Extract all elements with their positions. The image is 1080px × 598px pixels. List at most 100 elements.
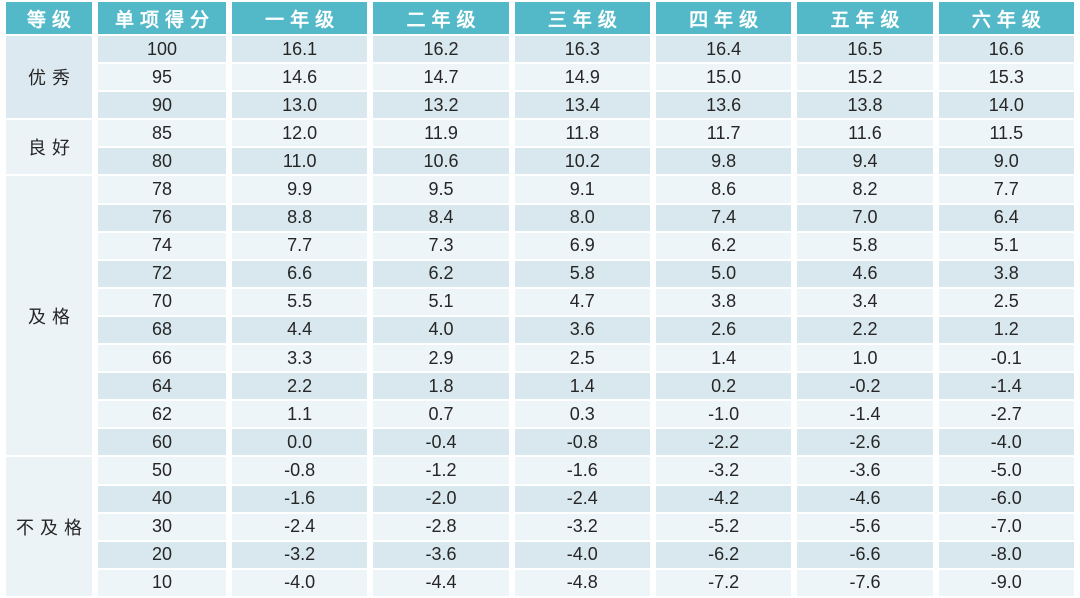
value-cell: 2.2: [232, 373, 368, 400]
value-cell: 9.5: [373, 176, 509, 203]
value-cell: 6.2: [373, 260, 509, 287]
value-cell: -9.0: [938, 569, 1074, 596]
table-row: 64 2.2 1.8 1.4 0.2 -0.2 -1.4: [6, 373, 1074, 400]
value-cell: 2.2: [797, 316, 933, 344]
value-cell: -4.0: [514, 541, 650, 568]
value-cell: 2.9: [373, 345, 509, 372]
table-body: 优秀 100 16.1 16.2 16.3 16.4 16.5 16.6 95 14.6 14.7 1…: [6, 36, 1074, 596]
value-cell: 5.8: [514, 260, 650, 287]
value-cell: 7.7: [232, 232, 368, 259]
value-cell: -0.1: [938, 345, 1074, 372]
value-cell: 11.6: [797, 120, 933, 147]
value-cell: 4.4: [232, 316, 368, 344]
score-cell: 50: [98, 457, 226, 484]
value-cell: 11.9: [373, 120, 509, 147]
value-cell: 12.0: [232, 120, 368, 147]
score-cell: 40: [98, 485, 226, 512]
value-cell: 16.3: [514, 36, 650, 63]
value-cell: 15.3: [938, 64, 1074, 91]
value-cell: -6.6: [797, 541, 933, 568]
value-cell: 3.8: [655, 288, 792, 315]
value-cell: 15.2: [797, 64, 933, 91]
table-row: 70 5.5 5.1 4.7 3.8 3.4 2.5: [6, 288, 1074, 315]
value-cell: 1.8: [373, 373, 509, 400]
value-cell: 11.5: [938, 120, 1074, 147]
value-cell: 14.6: [232, 64, 368, 91]
value-cell: -2.8: [373, 513, 509, 540]
value-cell: -1.6: [514, 457, 650, 484]
score-cell: 95: [98, 64, 226, 91]
grade-group-cell: 不及格: [6, 457, 92, 596]
value-cell: 0.2: [655, 373, 792, 400]
column-header-3: 二年级: [373, 2, 509, 34]
value-cell: 14.0: [938, 92, 1074, 119]
value-cell: -2.6: [797, 429, 933, 456]
value-cell: 4.0: [373, 316, 509, 344]
value-cell: 16.4: [655, 36, 792, 63]
value-cell: 8.8: [232, 204, 368, 231]
grade-group-cell: 优秀: [6, 36, 92, 119]
value-cell: 14.7: [373, 64, 509, 91]
grade-group-cell: 及格: [6, 176, 92, 456]
value-cell: 9.8: [655, 148, 792, 175]
value-cell: -5.0: [938, 457, 1074, 484]
grade-group-cell: 良好: [6, 120, 92, 175]
table-row: 72 6.6 6.2 5.8 5.0 4.6 3.8: [6, 260, 1074, 287]
value-cell: -5.2: [655, 513, 792, 540]
value-cell: -3.6: [797, 457, 933, 484]
value-cell: 5.1: [373, 288, 509, 315]
value-cell: 1.0: [797, 345, 933, 372]
column-header-4: 三年级: [514, 2, 650, 34]
table-row: 30 -2.4 -2.8 -3.2 -5.2 -5.6 -7.0: [6, 513, 1074, 540]
value-cell: -0.4: [373, 429, 509, 456]
table-header: 等级 单项得分 一年级 二年级 三年级 四年级 五年级 六年级: [6, 2, 1074, 34]
score-cell: 90: [98, 92, 226, 119]
value-cell: -4.0: [232, 569, 368, 596]
table-row: 不及格 50 -0.8 -1.2 -1.6 -3.2 -3.6 -5.0: [6, 457, 1074, 596]
table-row: 40 -1.6 -2.0 -2.4 -4.2 -4.6 -6.0: [6, 485, 1074, 512]
value-cell: 3.8: [938, 260, 1074, 287]
header-row: 等级 单项得分 一年级 二年级 三年级 四年级 五年级 六年级: [6, 2, 1074, 34]
score-cell: 60: [98, 429, 226, 456]
column-header-5: 四年级: [655, 2, 792, 34]
value-cell: -0.8: [514, 429, 650, 456]
table-row: 66 3.3 2.9 2.5 1.4 1.0 -0.1: [6, 345, 1074, 372]
column-header-1: 单项得分: [98, 2, 226, 34]
score-cell: 100: [98, 36, 226, 63]
value-cell: -3.2: [655, 457, 792, 484]
score-cell: 76: [98, 204, 226, 231]
table-row: 74 7.7 7.3 6.9 6.2 5.8 5.1: [6, 232, 1074, 259]
value-cell: 9.1: [514, 176, 650, 203]
value-cell: 13.0: [232, 92, 368, 119]
value-cell: 8.4: [373, 204, 509, 231]
value-cell: 9.4: [797, 148, 933, 175]
value-cell: 15.0: [655, 64, 792, 91]
table-row: 90 13.0 13.2 13.4 13.6 13.8 14.0: [6, 92, 1074, 119]
value-cell: 5.8: [797, 232, 933, 259]
score-cell: 64: [98, 373, 226, 400]
value-cell: 1.2: [938, 316, 1074, 344]
value-cell: -0.2: [797, 373, 933, 400]
value-cell: -0.8: [232, 457, 368, 484]
score-cell: 20: [98, 541, 226, 568]
value-cell: 3.6: [514, 316, 650, 344]
table-row: 60 0.0 -0.4 -0.8 -2.2 -2.6 -4.0: [6, 429, 1074, 456]
table-row: 优秀 100 16.1 16.2 16.3 16.4 16.5 16.6: [6, 36, 1074, 119]
value-cell: 10.2: [514, 148, 650, 175]
table-row: 95 14.6 14.7 14.9 15.0 15.2 15.3: [6, 64, 1074, 91]
value-cell: 11.0: [232, 148, 368, 175]
score-cell: 78: [98, 176, 226, 203]
value-cell: -1.4: [938, 373, 1074, 400]
value-cell: -4.2: [655, 485, 792, 512]
value-cell: 6.2: [655, 232, 792, 259]
value-cell: 16.6: [938, 36, 1074, 63]
value-cell: -8.0: [938, 541, 1074, 568]
score-cell: 80: [98, 148, 226, 175]
value-cell: -4.0: [938, 429, 1074, 456]
value-cell: -3.2: [232, 541, 368, 568]
column-header-6: 五年级: [797, 2, 933, 34]
value-cell: -2.2: [655, 429, 792, 456]
value-cell: -3.2: [514, 513, 650, 540]
value-cell: -6.0: [938, 485, 1074, 512]
